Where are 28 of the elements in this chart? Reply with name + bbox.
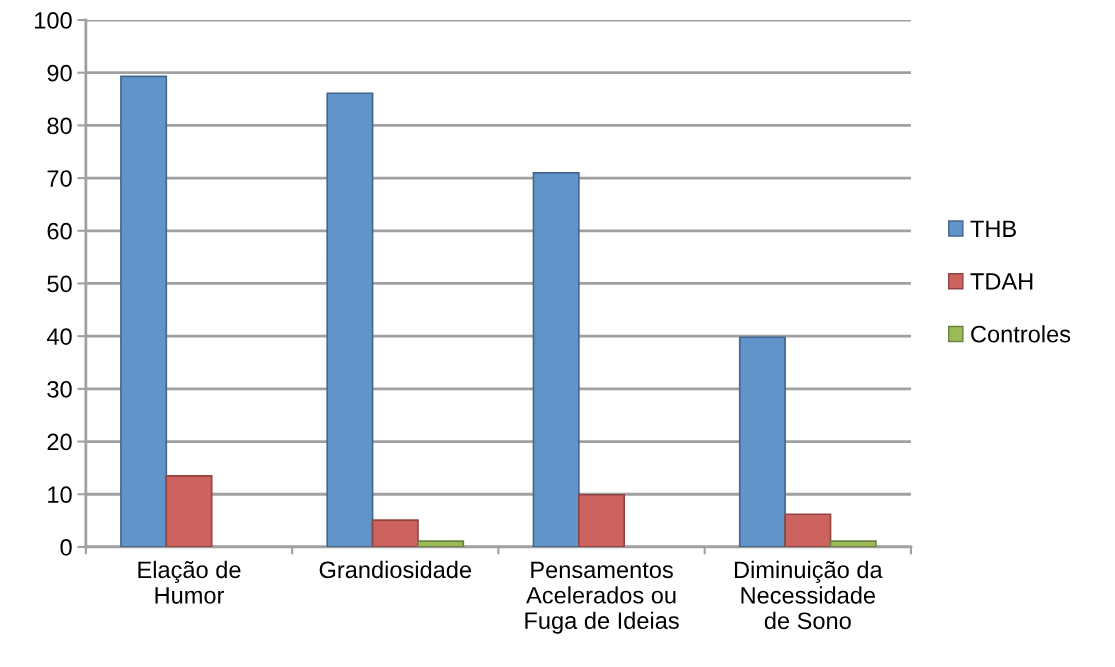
y-tick-label: 30 [47, 380, 72, 398]
bar [784, 513, 832, 547]
y-tick-label: 60 [47, 222, 72, 240]
bar [326, 92, 374, 547]
y-tick-label: 90 [47, 64, 72, 82]
y-tick-label: 100 [35, 12, 72, 29]
x-tick-label: Elação de Humor [138, 560, 241, 604]
y-tick-label: 10 [48, 486, 72, 504]
y-tick-label: 70 [47, 170, 72, 187]
bar [578, 493, 626, 547]
bar [165, 474, 213, 547]
x-tick-label: Grandiosidade [319, 560, 472, 579]
bar [120, 75, 168, 547]
bar [738, 336, 786, 547]
legend-label: THB [970, 220, 1016, 237]
y-tick-label: 50 [47, 275, 72, 293]
y-tick-label: 80 [47, 117, 72, 135]
legend-label: TDAH [970, 273, 1033, 290]
y-tick-label: 40 [46, 328, 72, 345]
y-tick-label: 20 [47, 433, 72, 451]
bar [417, 540, 465, 547]
bar [829, 540, 877, 547]
x-tick-label: Pensamentos Acelerados ou Fuga de Ideias [525, 561, 679, 634]
x-tick-label: Diminuição da Necessidade de Sono [734, 560, 883, 630]
bar [371, 519, 419, 547]
y-tick-label: 0 [60, 539, 72, 556]
legend-label: Controles [971, 325, 1071, 343]
bar [532, 171, 580, 547]
